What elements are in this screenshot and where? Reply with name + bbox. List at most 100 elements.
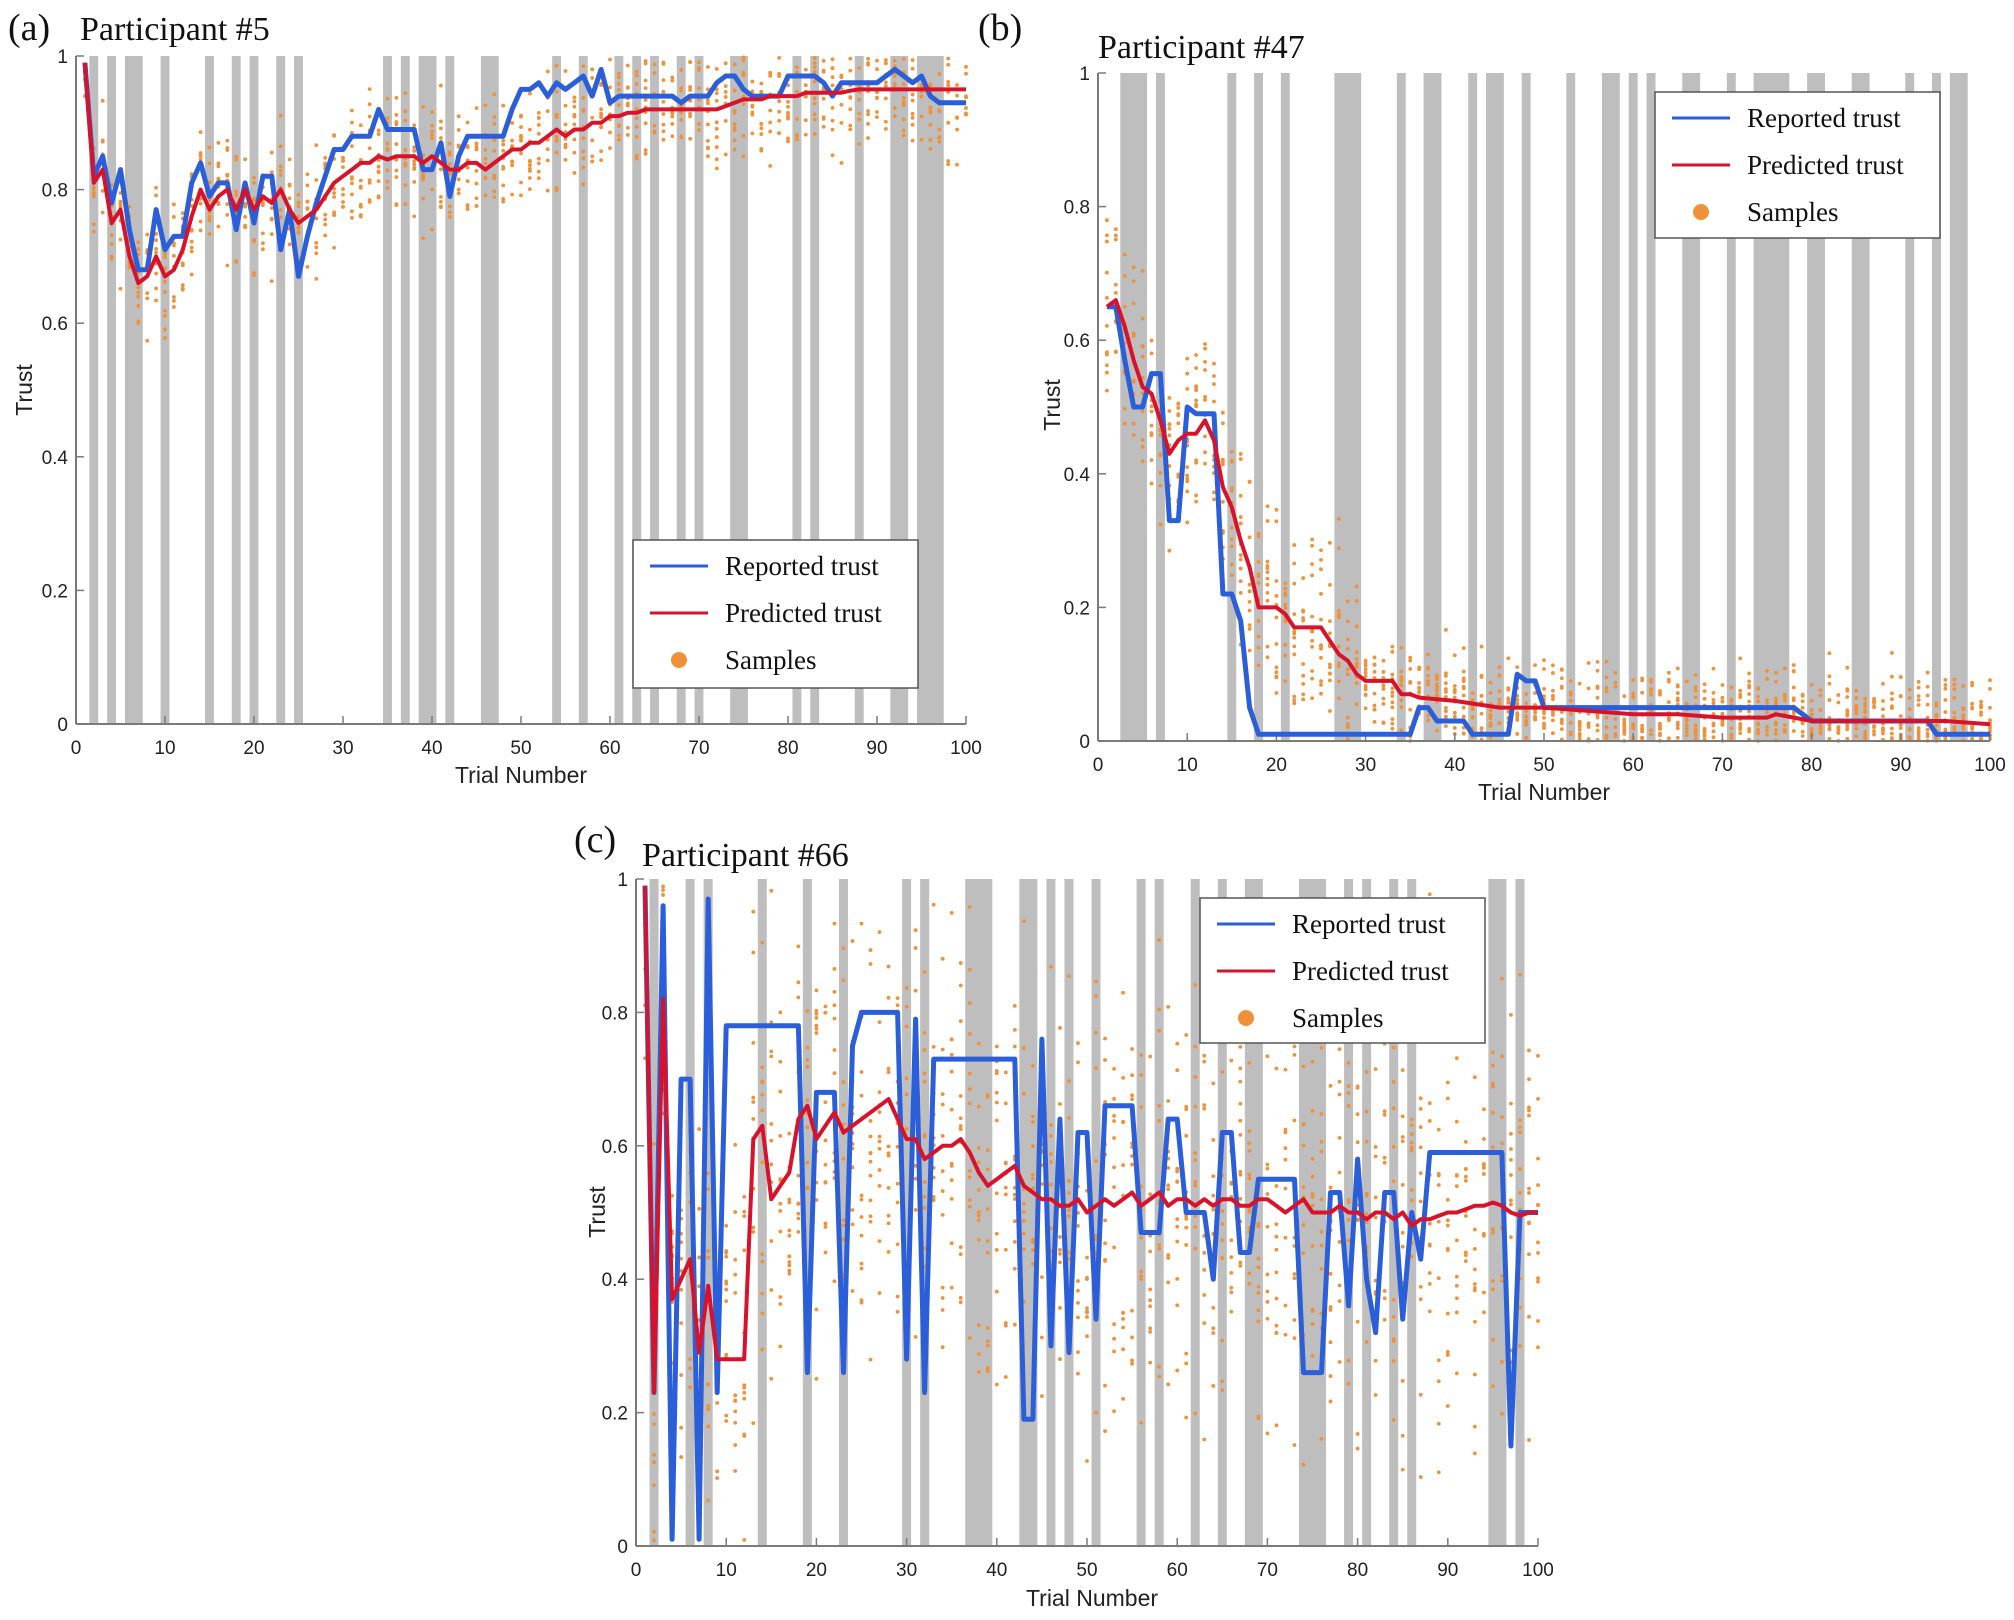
sample-point [1355,1084,1360,1089]
sample-point [940,1092,945,1096]
sample-point [154,250,159,255]
sample-point [1491,1227,1495,1231]
y-tick-label: 0.6 [42,314,68,335]
sample-point [1472,1288,1477,1293]
sample-point [1515,718,1520,722]
failure-band [1064,879,1074,1546]
sample-point [216,200,221,205]
sample-point [1961,717,1966,721]
sample-point [1604,715,1609,720]
sample-point [1961,727,1966,731]
sample-point [1506,700,1511,705]
sample-point [163,255,167,260]
sample-point [1148,1326,1153,1331]
sample-point [439,199,443,204]
sample-point [814,1026,819,1031]
sample-point [1836,700,1841,705]
sample-point [1112,1409,1116,1414]
sample-point [839,121,844,125]
sample-point [1256,1265,1261,1270]
sample-point [1551,688,1555,693]
sample-point [1756,721,1760,726]
sample-point [1551,697,1555,702]
sample-point [723,118,728,123]
sample-point [1497,698,1502,702]
sample-point [1791,685,1796,690]
sample-point [412,180,417,184]
failure-band [1486,73,1504,741]
sample-point [1003,1375,1008,1379]
sample-point [976,1237,981,1242]
sample-point [1666,716,1671,720]
sample-point [332,245,336,250]
sample-point [750,131,755,136]
sample-point [1336,644,1341,649]
sample-point [1436,1183,1441,1187]
sample-point [1049,1159,1053,1164]
sample-point [1774,731,1778,736]
sample-point [118,204,123,209]
sample-point [1113,282,1118,287]
sample-point [1551,694,1555,698]
sample-point [940,1345,945,1350]
sample-point [1408,667,1413,671]
failure-band [1468,73,1478,741]
sample-point [1021,1209,1026,1214]
sample-point [1265,598,1270,603]
sample-point [1238,493,1243,498]
sample-point [261,231,265,236]
sample-point [913,988,918,993]
sample-point [1470,707,1475,712]
sample-point [1184,1243,1189,1247]
sample-point [590,159,595,164]
sample-point [198,151,203,155]
sample-point [976,1041,981,1046]
sample-point [1631,691,1636,696]
sample-point [474,181,479,186]
sample-point [1568,692,1573,697]
sample-point [403,109,408,114]
sample-point [1400,1068,1405,1073]
sample-point [1472,1075,1477,1080]
sample-point [1346,1358,1351,1363]
sample-point [1319,1436,1324,1441]
sample-point [305,265,310,269]
sample-point [1536,1251,1540,1255]
sample-point [1185,356,1190,361]
sample-point [1409,1254,1414,1259]
sample-point [1631,695,1636,700]
sample-point [1488,708,1493,713]
sample-point [1488,716,1493,721]
sample-point [1551,671,1555,675]
sample-point [100,138,105,143]
sample-point [216,164,221,169]
sample-point [581,156,586,161]
sample-point [1613,725,1618,730]
sample-point [958,983,963,988]
sample-point [376,194,381,199]
sample-point [1390,700,1395,705]
sample-point [1193,1075,1198,1079]
sample-point [1130,1335,1134,1340]
sample-point [1515,665,1520,670]
sample-point [1310,1195,1315,1199]
sample-point [1247,582,1252,587]
sample-point [1481,1172,1486,1176]
sample-point [714,67,719,71]
sample-point [1021,1231,1026,1236]
sample-point [1684,729,1689,734]
sample-point [163,251,167,256]
sample-point [1283,1067,1288,1072]
sample-point [1301,1462,1306,1467]
sample-point [1229,1058,1234,1063]
sample-point [634,134,639,139]
sample-point [1418,1125,1423,1129]
sample-point [688,114,692,119]
sample-point [1500,1274,1504,1278]
sample-point [778,1209,783,1213]
sample-point [1491,1110,1495,1115]
sample-point [1836,729,1841,734]
sample-point [1345,637,1350,642]
sample-point [1443,709,1448,714]
x-tick-label: 10 [154,738,175,759]
